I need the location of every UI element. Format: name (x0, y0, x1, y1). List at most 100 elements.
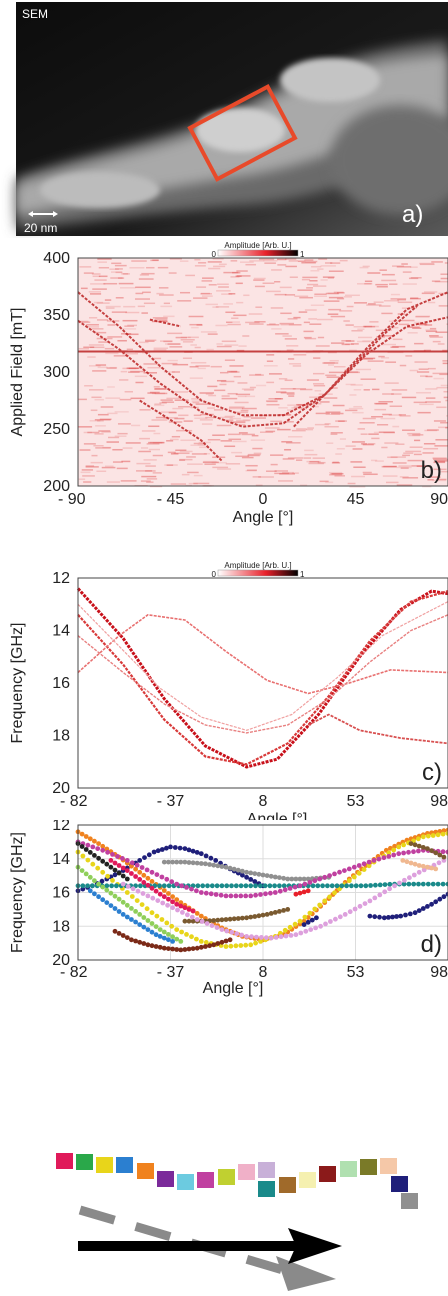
scatter-point (387, 886, 392, 891)
scatter-point (298, 919, 303, 924)
scatter-point (100, 885, 105, 890)
scatter-point (146, 942, 151, 947)
scatter-point (194, 888, 199, 893)
scatter-point (200, 883, 205, 888)
scatter-point (298, 931, 303, 936)
scatter-point (156, 848, 161, 853)
scatter-point (220, 927, 225, 932)
scatter-point (318, 924, 323, 929)
scatter-point (240, 869, 245, 874)
scatter-point (228, 866, 233, 871)
scatter-point (150, 879, 155, 884)
scatter-point (105, 850, 110, 855)
scatter-point (322, 899, 327, 904)
scatter-point (104, 900, 109, 905)
scatter-point (437, 853, 442, 858)
scatter-point (174, 947, 179, 952)
scatter-point (189, 934, 194, 939)
scatter-point (84, 847, 89, 852)
scatter-point (158, 892, 163, 897)
scatter-point (162, 930, 167, 935)
scatter-point (155, 872, 160, 877)
scatter-point (220, 917, 225, 922)
scatter-point (405, 859, 410, 864)
scatter-point (141, 925, 146, 930)
scatter-point (100, 897, 105, 902)
scatter-point (187, 907, 192, 912)
scatter-point (338, 914, 343, 919)
scatter-point (135, 898, 140, 903)
scatter-point (138, 883, 143, 888)
scatter-point (417, 870, 422, 875)
scatter-point (258, 939, 263, 944)
scatter-point (236, 916, 241, 921)
y-tick-label: 250 (43, 421, 70, 438)
scatter-point (293, 885, 298, 890)
scatter-point (243, 943, 248, 948)
scatter-point (191, 860, 196, 865)
black-arrowhead-icon (288, 1228, 342, 1264)
scatter-point (158, 945, 163, 950)
scatter-point (140, 865, 145, 870)
scatter-point (92, 891, 97, 896)
scatter-point (104, 862, 109, 867)
scatter-point (244, 875, 249, 880)
scatter-point (303, 929, 308, 934)
scatter-point (121, 866, 126, 871)
scatter-point (363, 883, 368, 888)
scatter-point (211, 942, 216, 947)
scatter-point (165, 903, 170, 908)
scatter-point (265, 873, 270, 878)
panel-letter-a: a) (402, 201, 423, 228)
scatter-point (199, 945, 204, 950)
scatter-point (121, 933, 126, 938)
scatter-point (135, 863, 140, 868)
scatter-point (154, 932, 159, 937)
sem-image: SEM 20 nm a) (0, 0, 448, 238)
scatter-point (277, 875, 282, 880)
scatter-point (158, 934, 163, 939)
scatter-point (199, 914, 204, 919)
scatter-point (281, 876, 286, 881)
scatter-point (357, 863, 362, 868)
panel-letter-b: b) (421, 457, 442, 484)
scatter-point (239, 933, 244, 938)
scatter-point (252, 871, 257, 876)
scatter-point (195, 861, 200, 866)
scatter-point (382, 915, 387, 920)
scatter-point (413, 862, 418, 867)
scatter-point (137, 922, 142, 927)
scatter-point (113, 929, 118, 934)
x-tick-label: 8 (259, 793, 268, 810)
scatter-point (104, 883, 109, 888)
scatter-point (117, 931, 122, 936)
scatter-point (175, 908, 180, 913)
scatter-point (353, 907, 358, 912)
scatter-point (391, 853, 396, 858)
scatter-point (429, 866, 434, 871)
scatter-point (421, 864, 426, 869)
scatter-point (315, 883, 320, 888)
scatter-point (117, 897, 122, 902)
scatter-point (421, 834, 426, 839)
scatter-point (302, 877, 307, 882)
scatter-point (373, 883, 378, 888)
scatter-point (141, 891, 146, 896)
scatter-point (224, 929, 229, 934)
x-axis-label: Angle [°] (247, 811, 308, 820)
scatter-point (249, 934, 254, 939)
scatter-point (117, 871, 122, 876)
scatter-point (209, 891, 214, 896)
panel-letter-d: d) (421, 931, 442, 958)
scatter-point (306, 920, 311, 925)
colorbar-label: Amplitude [Arb. U.] (224, 241, 291, 250)
x-tick-label: - 37 (157, 793, 185, 810)
scatter-point (146, 927, 151, 932)
scatter-point (170, 939, 175, 944)
scatter-point (113, 861, 118, 866)
scatter-point (339, 883, 344, 888)
scatter-point (150, 930, 155, 935)
scatter-point (224, 883, 229, 888)
scatter-point (178, 846, 183, 851)
color-swatches (56, 1153, 418, 1209)
